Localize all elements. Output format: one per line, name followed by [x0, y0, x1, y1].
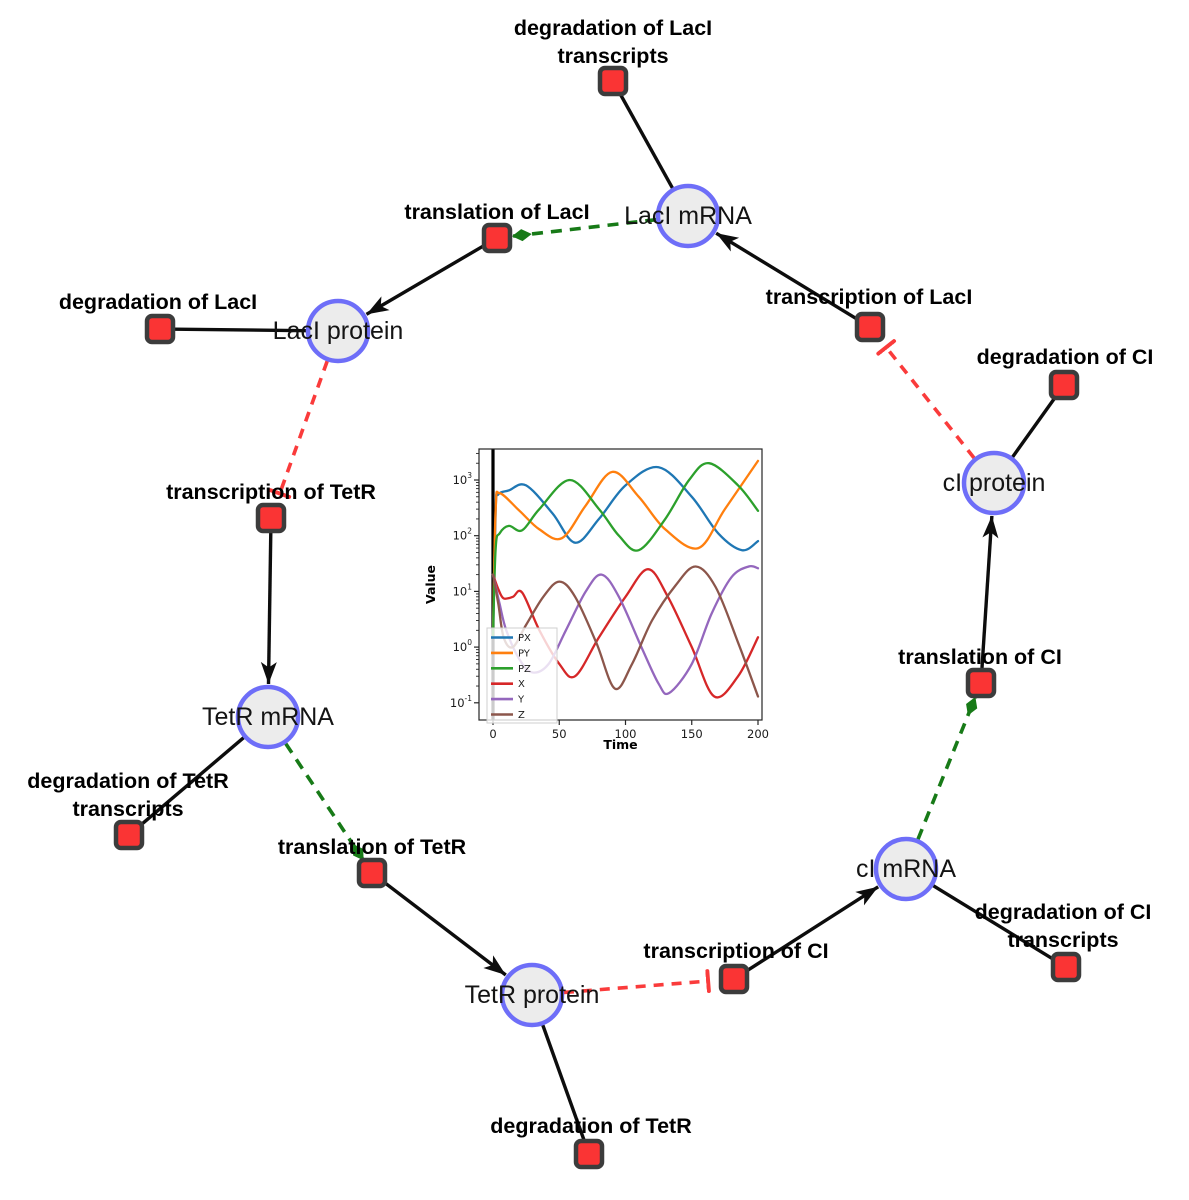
reaction-node-deg_laci_tx[interactable] [597, 65, 629, 97]
reaction-label-deg_ci: degradation of CI [977, 345, 1154, 369]
reaction-label-tx_tetr: transcription of TetR [166, 480, 376, 504]
x-axis-title: Time [603, 737, 637, 752]
legend-label-PX: PX [518, 633, 531, 644]
species-label-ci_mrna: cI mRNA [856, 855, 956, 883]
edge-production-tx_laci-laci_mrna[interactable] [715, 231, 859, 321]
edge-consumption-tetr_protein-deg_tetr[interactable] [541, 1024, 586, 1141]
legend-label-Y: Y [517, 695, 525, 706]
edge-catalysis-ci_mrna-tl_ci[interactable] [916, 696, 978, 840]
legend-label-X: X [518, 679, 525, 690]
y-tick-label: 10-1 [450, 694, 472, 710]
reaction-label-tl_tetr: translation of TetR [278, 835, 467, 859]
x-tick-label: 100 [615, 727, 637, 741]
edge-production-tx_tetr-tetr_mrna[interactable] [260, 532, 277, 685]
edge-inhibition-laci_protein-tx_tetr[interactable] [268, 360, 329, 499]
reaction-label-deg_ci_tx: transcripts [1007, 928, 1118, 952]
species-label-tetr_protein: TetR protein [465, 981, 600, 1009]
reaction-node-tl_tetr[interactable] [356, 857, 388, 889]
reaction-node-deg_laci[interactable] [144, 313, 176, 345]
species-node-tetr_protein[interactable] [499, 962, 565, 1028]
reaction-label-deg_tetr_tx: transcripts [72, 797, 183, 821]
plot-border [478, 448, 763, 721]
reaction-label-tl_laci: translation of LacI [404, 200, 589, 224]
edge-consumption-laci_mrna-deg_laci_tx[interactable] [618, 93, 674, 189]
legend-label-Z: Z [518, 710, 525, 721]
reaction-label-deg_laci_tx: degradation of LacI [514, 16, 712, 40]
species-label-tetr_mrna: TetR mRNA [202, 703, 334, 731]
reaction-node-tl_laci[interactable] [481, 222, 513, 254]
y-tick-label: 103 [453, 471, 473, 487]
edge-inhibition-tetr_protein-tx_ci[interactable] [563, 969, 711, 995]
edge-consumption-ci_protein-deg_ci[interactable] [1011, 396, 1057, 458]
edge-catalysis-tetr_mrna-tl_tetr[interactable] [284, 742, 365, 861]
y-axis-title: Value [425, 565, 438, 604]
x-tick-label: 50 [552, 727, 567, 741]
reaction-node-deg_tetr[interactable] [573, 1138, 605, 1170]
y-tick-label: 100 [453, 638, 473, 654]
reaction-label-tx_ci: transcription of CI [643, 939, 828, 963]
species-label-laci_protein: LacI protein [273, 317, 404, 345]
series-X [491, 568, 760, 699]
y-tick-label: 102 [453, 527, 473, 543]
reaction-label-deg_laci_tx: transcripts [557, 44, 668, 68]
species-node-laci_mrna[interactable] [655, 183, 721, 249]
legend-label-PY: PY [518, 648, 531, 659]
legend-label-PZ: PZ [518, 664, 531, 675]
reaction-node-tl_ci[interactable] [965, 667, 997, 699]
reaction-node-tx_ci[interactable] [718, 963, 750, 995]
species-node-ci_protein[interactable] [961, 450, 1027, 516]
series-layer [491, 449, 760, 720]
species-node-ci_mrna[interactable] [873, 836, 939, 902]
labels-layer: degradation of LacI transcripts translatio… [27, 16, 1153, 1138]
species-label-laci_mrna: LacI mRNA [624, 202, 752, 230]
reaction-node-deg_tetr_tx[interactable] [113, 819, 145, 851]
series-PY [491, 459, 760, 639]
reaction-label-deg_tetr_tx: degradation of TetR [27, 769, 229, 793]
reaction-node-deg_ci_tx[interactable] [1050, 951, 1082, 983]
reaction-node-deg_ci[interactable] [1048, 369, 1080, 401]
reaction-node-tx_laci[interactable] [854, 311, 886, 343]
edges-layer [139, 93, 1057, 1141]
edge-catalysis-laci_mrna-tl_laci[interactable] [511, 217, 657, 242]
x-tick-label: 0 [489, 727, 496, 741]
species-nodes-layer [235, 183, 1027, 1028]
edge-consumption-tetr_mrna-deg_tetr_tx[interactable] [139, 736, 245, 827]
species-node-tetr_mrna[interactable] [235, 684, 301, 750]
edge-production-tl_ci-ci_protein[interactable] [980, 515, 999, 669]
reaction-node-tx_tetr[interactable] [255, 502, 287, 534]
x-tick-label: 150 [681, 727, 703, 741]
legend-box [486, 627, 558, 724]
edge-consumption-ci_mrna-deg_ci_tx[interactable] [932, 884, 1055, 961]
species-node-laci_protein[interactable] [305, 298, 371, 364]
reaction-label-deg_tetr: degradation of TetR [490, 1114, 692, 1138]
edge-production-tx_ci-ci_mrna[interactable] [745, 885, 880, 973]
reaction-label-deg_laci: degradation of LacI [59, 290, 257, 314]
reaction-label-tx_laci: transcription of LacI [766, 285, 973, 309]
edge-production-tl_tetr-tetr_protein[interactable] [382, 880, 507, 977]
reaction-label-deg_ci_tx: degradation of CI [975, 900, 1152, 924]
edge-production-tl_laci-laci_protein[interactable] [365, 244, 485, 316]
chart-legend: PX PY PZ XYZ [486, 627, 558, 724]
species-label-ci_protein: cI protein [943, 469, 1046, 497]
series-PZ [491, 462, 760, 639]
reaction-label-tl_ci: translation of CI [898, 645, 1062, 669]
y-tick-label: 101 [453, 582, 473, 598]
edge-consumption-laci_protein-deg_laci[interactable] [174, 327, 307, 333]
x-tick-label: 200 [747, 727, 769, 741]
edge-inhibition-ci_protein-tx_laci[interactable] [876, 339, 976, 460]
reaction-nodes-layer [113, 65, 1082, 1170]
